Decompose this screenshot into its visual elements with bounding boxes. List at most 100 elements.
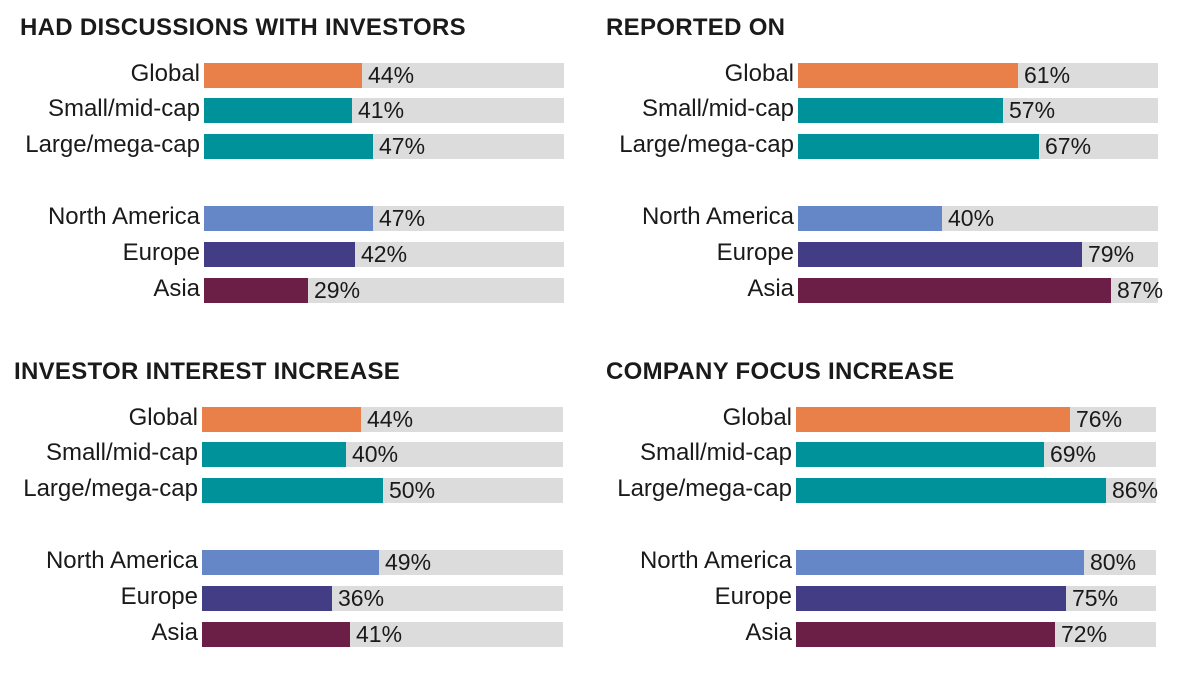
bar-track [796, 622, 1156, 647]
value-label: 69% [1050, 441, 1097, 467]
category-label: Global [128, 404, 198, 431]
value-label: 49% [385, 549, 432, 575]
bar-track [202, 407, 563, 432]
bar-small-mid-cap [796, 442, 1044, 467]
bar-track [798, 134, 1158, 159]
category-label: Large/mega-cap [619, 131, 794, 158]
category-label: North America [639, 547, 792, 574]
bar-track [796, 550, 1156, 575]
value-label: 86% [1112, 477, 1159, 503]
bar-row-asia: Asia 87% [747, 276, 1163, 304]
category-label: North America [45, 547, 198, 574]
bar-track [204, 63, 564, 88]
value-label: 40% [948, 205, 995, 231]
bar-track [798, 206, 1158, 231]
value-label: 80% [1090, 549, 1137, 575]
bar-row-large-mega-cap: Large/mega-cap 67% [619, 132, 1158, 160]
bar-row-global: Global 76% [723, 405, 1156, 433]
bar-track [796, 478, 1156, 503]
bar-track [798, 278, 1158, 303]
bar-track [796, 586, 1156, 611]
category-label: Large/mega-cap [23, 475, 198, 502]
value-label: 67% [1045, 133, 1092, 159]
value-label: 41% [358, 97, 405, 123]
bar-large-mega-cap [798, 134, 1039, 159]
bar-small-mid-cap [204, 98, 352, 123]
bar-track [798, 63, 1158, 88]
value-label: 29% [314, 277, 361, 303]
bar-global [204, 63, 362, 88]
category-label: Small/mid-cap [641, 95, 794, 122]
panel-title-investor-interest-increase: INVESTOR INTEREST INCREASE [14, 358, 401, 385]
bar-row-north-america: North America 49% [46, 548, 563, 576]
value-label: 57% [1009, 97, 1056, 123]
category-label: Small/mid-cap [47, 95, 200, 122]
bar-track [202, 622, 563, 647]
bar-row-north-america: North America 47% [48, 204, 564, 232]
category-label: Asia [745, 619, 792, 646]
bar-row-small-mid-cap: Small/mid-cap 41% [48, 96, 564, 124]
bar-track [796, 442, 1156, 467]
value-label: 87% [1117, 277, 1164, 303]
panel-title-had-discussions-with-investors: HAD DISCUSSIONS WITH INVESTORS [20, 14, 466, 41]
bar-track [202, 550, 563, 575]
value-label: 42% [361, 241, 408, 267]
bar-row-europe: Europe 36% [121, 584, 563, 612]
bar-track [202, 442, 563, 467]
value-label: 72% [1061, 621, 1108, 647]
bar-global [798, 63, 1018, 88]
bar-row-asia: Asia 29% [153, 276, 564, 304]
bar-small-mid-cap [798, 98, 1003, 123]
category-label: Global [722, 404, 792, 431]
category-label: Europe [716, 239, 794, 266]
bar-track [202, 586, 563, 611]
bar-track [204, 134, 564, 159]
panel-title-reported-on: REPORTED ON [606, 14, 786, 41]
bar-track [796, 407, 1156, 432]
value-label: 36% [338, 585, 385, 611]
bar-track [204, 278, 564, 303]
value-label: 50% [389, 477, 436, 503]
bar-asia [202, 622, 350, 647]
bar-track [204, 242, 564, 267]
bar-north-america [798, 206, 942, 231]
bar-row-europe: Europe 42% [123, 240, 564, 268]
category-label: Large/mega-cap [25, 131, 200, 158]
category-label: Europe [122, 239, 200, 266]
category-label: Small/mid-cap [45, 439, 198, 466]
bar-europe [202, 586, 332, 611]
panel-title-company-focus-increase: COMPANY FOCUS INCREASE [606, 358, 955, 385]
value-label: 40% [352, 441, 399, 467]
bar-track [204, 206, 564, 231]
category-label: North America [641, 203, 794, 230]
value-label: 79% [1088, 241, 1135, 267]
category-label: Europe [120, 583, 198, 610]
bar-large-mega-cap [202, 478, 383, 503]
category-label: Asia [153, 275, 200, 302]
bar-row-small-mid-cap: Small/mid-cap 57% [642, 96, 1158, 124]
bar-row-asia: Asia 72% [745, 620, 1156, 648]
bar-row-small-mid-cap: Small/mid-cap 69% [640, 440, 1156, 468]
bar-row-global: Global 44% [129, 405, 563, 433]
bar-row-europe: Europe 79% [717, 240, 1158, 268]
bar-europe [798, 242, 1082, 267]
value-label: 44% [368, 62, 415, 88]
category-label: Global [130, 60, 200, 87]
bar-north-america [202, 550, 379, 575]
bar-europe [204, 242, 355, 267]
value-label: 47% [379, 205, 426, 231]
bar-track [202, 478, 563, 503]
category-label: Small/mid-cap [639, 439, 792, 466]
bar-global [796, 407, 1070, 432]
bar-global [202, 407, 361, 432]
bar-row-north-america: North America 80% [640, 548, 1156, 576]
bar-small-mid-cap [202, 442, 346, 467]
bar-track [798, 242, 1158, 267]
bar-row-global: Global 44% [131, 61, 564, 89]
bar-row-small-mid-cap: Small/mid-cap 40% [46, 440, 563, 468]
value-label: 41% [356, 621, 403, 647]
bar-row-asia: Asia 41% [151, 620, 563, 648]
bar-north-america [204, 206, 373, 231]
category-label: North America [47, 203, 200, 230]
value-label: 61% [1024, 62, 1071, 88]
